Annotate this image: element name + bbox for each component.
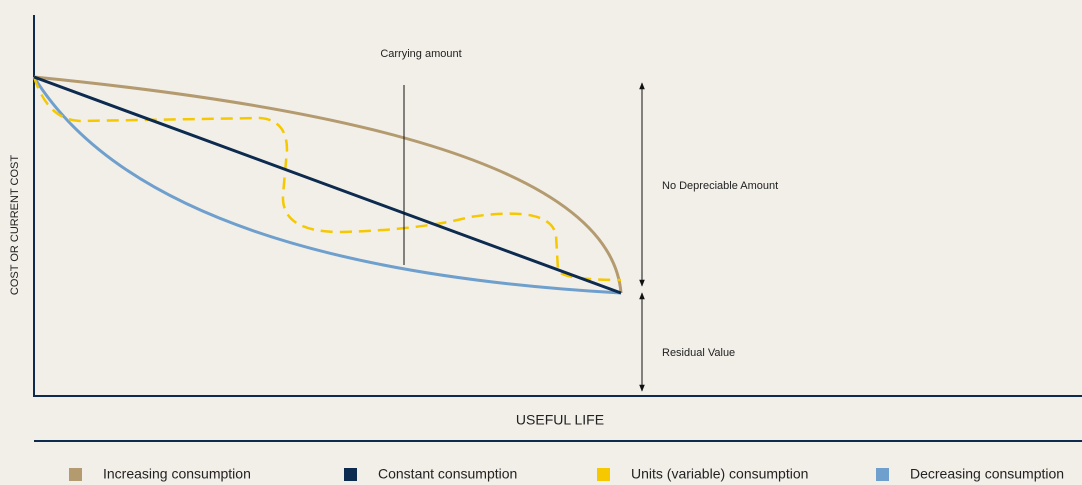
- legend-label: Units (variable) consumption: [631, 466, 808, 482]
- carrying-label: Carrying amount: [380, 48, 461, 60]
- legend-swatch: [597, 468, 610, 481]
- legend-label: Decreasing consumption: [910, 466, 1064, 482]
- units-curve: [32, 76, 622, 282]
- legend-swatch: [876, 468, 889, 481]
- y-axis-label: COST OR CURRENT COST: [9, 155, 21, 295]
- legend-swatch: [69, 468, 82, 481]
- x-axis-label: USEFUL LIFE: [516, 412, 604, 428]
- depreciable-label: No Depreciable Amount: [662, 180, 778, 192]
- legend-label: Increasing consumption: [103, 466, 251, 482]
- legend: Increasing consumption Constant consumpti…: [69, 466, 1064, 482]
- residual-label: Residual Value: [662, 347, 735, 359]
- legend-label: Constant consumption: [378, 466, 517, 482]
- increasing-curve: [33, 75, 623, 294]
- constant-line: [33, 75, 622, 295]
- legend-swatch: [344, 468, 357, 481]
- decreasing-curve: [32, 76, 622, 295]
